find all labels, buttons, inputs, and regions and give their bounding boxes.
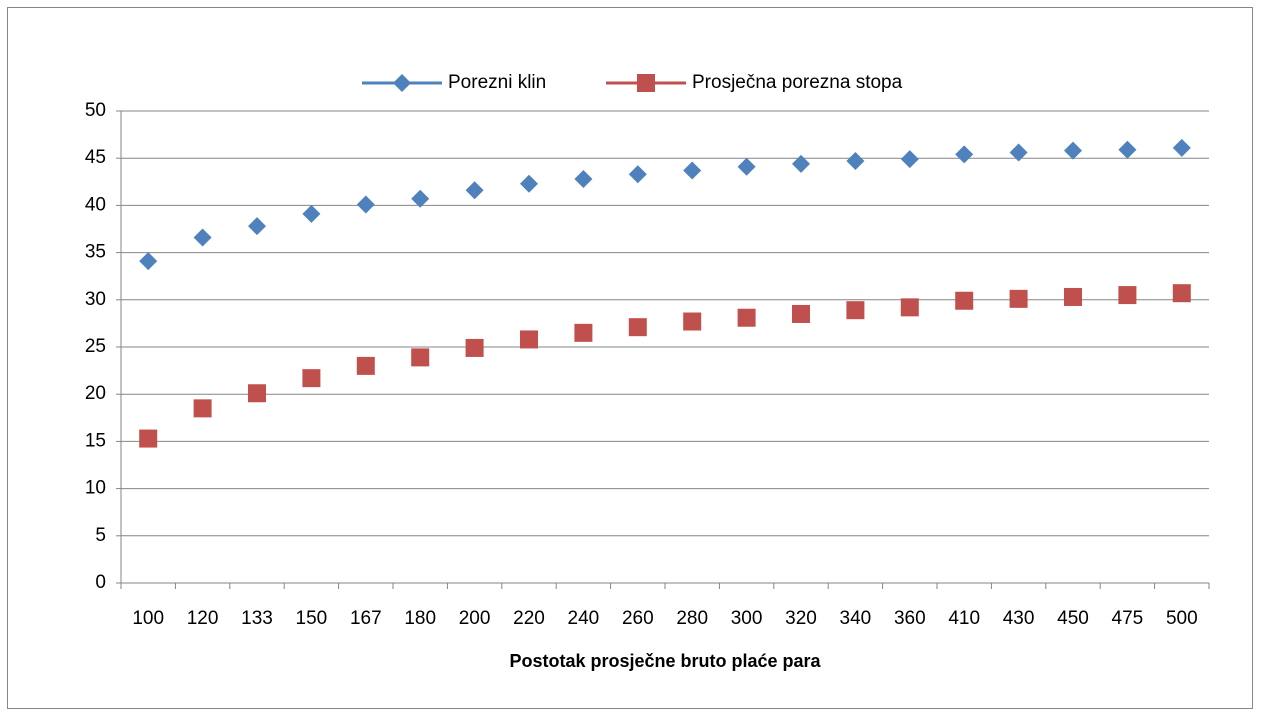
- data-point: [193, 228, 212, 247]
- x-tick-label: 240: [568, 608, 600, 629]
- x-tick-label: 360: [894, 608, 926, 629]
- data-point: [955, 291, 974, 310]
- y-tick-label: 35: [85, 242, 106, 263]
- y-tick-label: 0: [95, 572, 106, 593]
- data-point: [1064, 287, 1082, 306]
- legend-marker: [637, 74, 655, 92]
- data-point: [520, 330, 538, 349]
- y-tick-label: 25: [85, 336, 106, 357]
- y-tick-label: 45: [85, 147, 106, 168]
- x-tick-label: 220: [513, 608, 545, 629]
- x-tick-label: 300: [731, 608, 763, 629]
- data-point: [465, 181, 484, 200]
- data-point: [900, 150, 919, 169]
- data-point: [139, 252, 158, 271]
- legend-marker: [393, 74, 411, 92]
- data-point: [737, 157, 756, 176]
- data-point: [792, 304, 810, 323]
- x-axis-title: Postotak prosječne bruto plaće para: [509, 651, 821, 671]
- x-tick-label: 133: [241, 608, 273, 629]
- y-tick-label: 20: [85, 383, 106, 404]
- x-tick-label: 500: [1166, 608, 1198, 629]
- x-tick-label: 260: [622, 608, 654, 629]
- data-point: [683, 161, 702, 180]
- x-tick-label: 475: [1112, 608, 1144, 629]
- data-point: [465, 338, 484, 357]
- data-point: [737, 308, 756, 327]
- x-tick-label: 280: [676, 608, 708, 629]
- data-point: [574, 169, 593, 188]
- data-point: [411, 348, 430, 367]
- data-point: [628, 165, 647, 184]
- data-point: [356, 356, 375, 375]
- data-point: [1064, 141, 1082, 160]
- data-point: [1009, 143, 1028, 162]
- legend-label: Prosječna porezna stopa: [692, 72, 903, 93]
- data-point: [356, 195, 375, 214]
- data-point: [1009, 289, 1028, 308]
- x-tick-label: 120: [187, 608, 219, 629]
- data-point: [900, 298, 919, 317]
- data-point: [193, 399, 212, 418]
- y-tick-label: 40: [85, 194, 106, 215]
- chart-border: [7, 7, 1253, 709]
- data-point: [846, 152, 865, 171]
- data-point: [411, 189, 430, 208]
- x-tick-label: 180: [404, 608, 436, 629]
- x-tick-label: 200: [459, 608, 491, 629]
- data-point: [1172, 138, 1191, 157]
- x-tick-label: 450: [1057, 608, 1089, 629]
- x-tick-label: 410: [948, 608, 980, 629]
- data-point: [1118, 286, 1137, 305]
- y-tick-label: 5: [95, 525, 106, 546]
- data-point: [955, 145, 974, 164]
- y-tick-label: 15: [85, 430, 106, 451]
- data-point: [248, 217, 266, 236]
- data-point: [683, 312, 702, 331]
- data-point: [302, 369, 321, 388]
- data-point: [302, 204, 321, 223]
- data-point: [520, 174, 538, 193]
- data-point: [248, 384, 266, 403]
- x-tick-label: 150: [296, 608, 328, 629]
- data-point: [792, 154, 810, 173]
- x-tick-label: 340: [840, 608, 872, 629]
- x-tick-label: 320: [785, 608, 817, 629]
- legend-label: Porezni klin: [448, 72, 546, 93]
- x-tick-label: 430: [1003, 608, 1035, 629]
- x-tick-label: 167: [350, 608, 382, 629]
- data-point: [1172, 284, 1191, 303]
- y-tick-label: 50: [85, 100, 106, 121]
- data-point: [1118, 140, 1137, 159]
- data-point: [139, 429, 158, 448]
- x-tick-label: 100: [132, 608, 164, 629]
- y-tick-label: 10: [85, 478, 106, 499]
- data-point: [574, 323, 593, 342]
- data-point: [846, 301, 865, 320]
- data-point: [628, 318, 647, 337]
- y-tick-label: 30: [85, 289, 106, 310]
